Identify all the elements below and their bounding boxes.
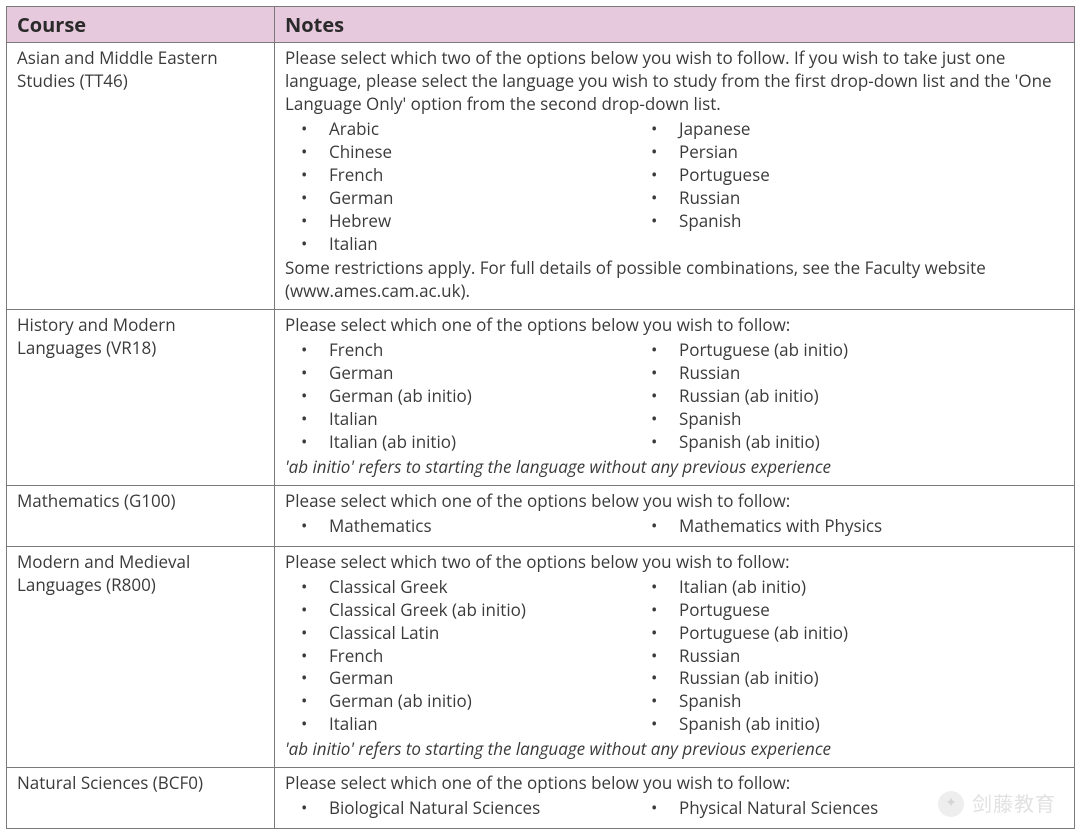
option-item: French — [285, 339, 635, 362]
option-item: Russian — [635, 645, 985, 668]
notes-footnote: 'ab initio' refers to starting the langu… — [285, 456, 1064, 479]
notes-footnote: 'ab initio' refers to starting the langu… — [285, 738, 1064, 761]
notes-cell: Please select which two of the options b… — [275, 43, 1075, 310]
options-columns: MathematicsMathematics with Physics — [285, 515, 1064, 538]
option-item: Persian — [635, 141, 985, 164]
course-name: Modern and Medieval Languages (R800) — [17, 550, 190, 596]
table-row: Mathematics (G100) Please select which on… — [7, 485, 1075, 546]
options-columns: Biological Natural SciencesPhysical Natu… — [285, 797, 1064, 820]
option-item: Italian — [285, 713, 635, 736]
course-cell: Mathematics (G100) — [7, 485, 275, 546]
option-item: German (ab initio) — [285, 690, 635, 713]
table-row: Natural Sciences (BCF0) Please select whi… — [7, 768, 1075, 829]
options-left: Biological Natural Sciences — [285, 797, 635, 820]
notes-cell: Please select which one of the options b… — [275, 485, 1075, 546]
options-columns: ArabicChineseFrenchGermanHebrewItalianJa… — [285, 118, 1064, 256]
option-item: German (ab initio) — [285, 385, 635, 408]
notes-cell: Please select which one of the options b… — [275, 768, 1075, 829]
course-name: Asian and Middle Eastern Studies (TT46) — [17, 46, 218, 92]
option-item: Arabic — [285, 118, 635, 141]
option-item: Italian — [285, 233, 635, 256]
options-left: FrenchGermanGerman (ab initio)ItalianIta… — [285, 339, 635, 454]
course-name: History and Modern Languages (VR18) — [17, 313, 176, 359]
option-item: Russian — [635, 362, 985, 385]
option-item: Spanish (ab initio) — [635, 431, 985, 454]
option-item: Portuguese (ab initio) — [635, 622, 985, 645]
notes-intro: Please select which one of the options b… — [285, 772, 1064, 795]
option-item: Classical Greek — [285, 576, 635, 599]
option-item: Mathematics with Physics — [635, 515, 985, 538]
option-item: Japanese — [635, 118, 985, 141]
option-item: Hebrew — [285, 210, 635, 233]
header-notes: Notes — [275, 7, 1075, 43]
option-item: Biological Natural Sciences — [285, 797, 635, 820]
options-right: Italian (ab initio)PortuguesePortuguese … — [635, 576, 985, 737]
course-table: Course Notes Asian and Middle Eastern St… — [6, 6, 1075, 829]
notes-intro: Please select which one of the options b… — [285, 490, 1064, 513]
option-item: Physical Natural Sciences — [635, 797, 985, 820]
notes-intro: Please select which one of the options b… — [285, 314, 1064, 337]
table-row: Modern and Medieval Languages (R800) Plea… — [7, 546, 1075, 767]
option-item: Portuguese — [635, 599, 985, 622]
option-item: Italian — [285, 408, 635, 431]
option-item: German — [285, 362, 635, 385]
option-item: Spanish — [635, 408, 985, 431]
option-item: Spanish — [635, 210, 985, 233]
course-cell: History and Modern Languages (VR18) — [7, 310, 275, 486]
notes-cell: Please select which two of the options b… — [275, 546, 1075, 767]
options-left: ArabicChineseFrenchGermanHebrewItalian — [285, 118, 635, 256]
options-left: Classical GreekClassical Greek (ab initi… — [285, 576, 635, 737]
notes-intro: Please select which two of the options b… — [285, 47, 1064, 116]
course-name: Natural Sciences (BCF0) — [17, 771, 203, 794]
option-item: French — [285, 164, 635, 187]
option-item: Spanish (ab initio) — [635, 713, 985, 736]
option-item: German — [285, 187, 635, 210]
option-item: Russian (ab initio) — [635, 385, 985, 408]
options-columns: FrenchGermanGerman (ab initio)ItalianIta… — [285, 339, 1064, 454]
option-item: Classical Latin — [285, 622, 635, 645]
option-item: Spanish — [635, 690, 985, 713]
course-cell: Natural Sciences (BCF0) — [7, 768, 275, 829]
options-right: JapanesePersianPortugueseRussianSpanish — [635, 118, 985, 256]
course-name: Mathematics (G100) — [17, 489, 176, 512]
option-item: Portuguese (ab initio) — [635, 339, 985, 362]
option-item: Italian (ab initio) — [285, 431, 635, 454]
option-item: Russian (ab initio) — [635, 667, 985, 690]
options-right: Mathematics with Physics — [635, 515, 985, 538]
table-header-row: Course Notes — [7, 7, 1075, 43]
option-item: Italian (ab initio) — [635, 576, 985, 599]
option-item: Russian — [635, 187, 985, 210]
option-item: German — [285, 667, 635, 690]
options-right: Physical Natural Sciences — [635, 797, 985, 820]
options-right: Portuguese (ab initio)RussianRussian (ab… — [635, 339, 985, 454]
course-cell: Asian and Middle Eastern Studies (TT46) — [7, 43, 275, 310]
option-item: Portuguese — [635, 164, 985, 187]
options-left: Mathematics — [285, 515, 635, 538]
notes-cell: Please select which one of the options b… — [275, 310, 1075, 486]
options-columns: Classical GreekClassical Greek (ab initi… — [285, 576, 1064, 737]
option-item: Mathematics — [285, 515, 635, 538]
option-item: French — [285, 645, 635, 668]
table-row: Asian and Middle Eastern Studies (TT46) P… — [7, 43, 1075, 310]
course-cell: Modern and Medieval Languages (R800) — [7, 546, 275, 767]
notes-intro: Please select which two of the options b… — [285, 551, 1064, 574]
table-row: History and Modern Languages (VR18) Pleas… — [7, 310, 1075, 486]
header-course: Course — [7, 7, 275, 43]
option-item: Chinese — [285, 141, 635, 164]
notes-footnote: Some restrictions apply. For full detail… — [285, 257, 1064, 303]
option-item: Classical Greek (ab initio) — [285, 599, 635, 622]
